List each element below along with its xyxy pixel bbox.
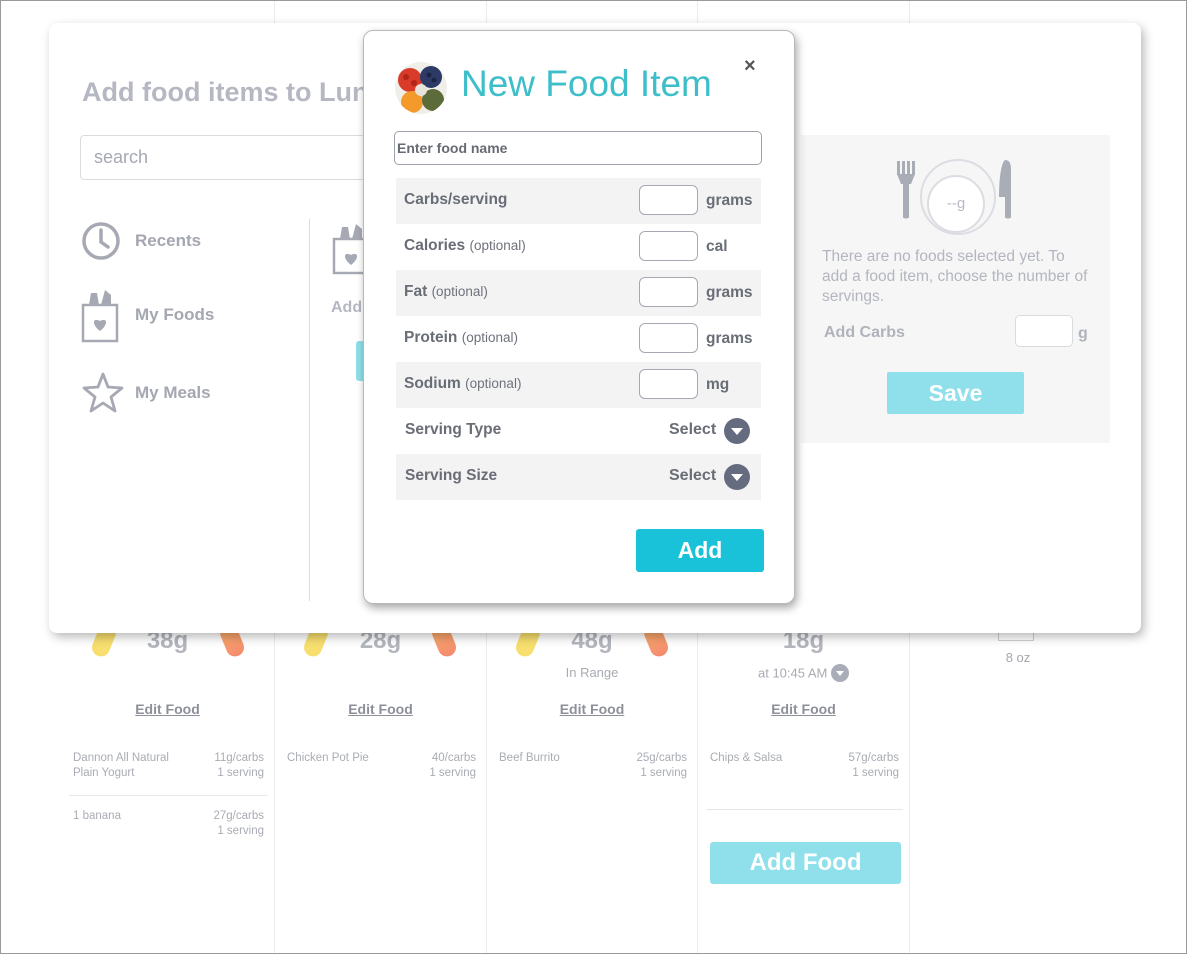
field-unit: grams — [706, 330, 753, 347]
edit-food-link[interactable]: Edit Food — [771, 701, 836, 717]
nav-label: Recents — [135, 231, 202, 250]
field-label: Sodium (optional) — [404, 375, 522, 392]
chevron-down-icon[interactable] — [831, 664, 849, 682]
chevron-down-icon[interactable] — [724, 464, 750, 490]
nav-label: My Meals — [135, 383, 211, 402]
food-entry[interactable]: 1 banana 27g/carbs 1 serving — [73, 809, 264, 843]
food-entry[interactable]: Beef Burrito 25g/carbs 1 serving — [499, 751, 687, 785]
dialog-title: Add food items to Lunch — [82, 77, 400, 107]
save-button[interactable]: Save — [887, 372, 1024, 414]
food-carbs: 40/carbs 1 serving — [429, 752, 476, 779]
star-icon — [81, 371, 125, 415]
carbs-field-row: Carbs/serving grams — [396, 178, 761, 224]
search-input[interactable]: search — [80, 135, 380, 180]
food-entry[interactable]: Chips & Salsa 57g/carbs 1 serving — [710, 751, 899, 785]
new-food-item-modal: New Food Item × Carbs/serving grams Calo… — [363, 30, 795, 604]
food-entry[interactable]: Chicken Pot Pie 40/carbs 1 serving — [287, 751, 476, 785]
add-carbs-unit: g — [1078, 325, 1088, 342]
add-carbs-label: Add Carbs — [824, 324, 905, 341]
nav-item-my-foods[interactable]: My Foods — [81, 287, 214, 343]
field-unit: cal — [706, 238, 728, 255]
range-status: In Range — [565, 665, 619, 680]
food-carbs: 27g/carbs 1 serving — [213, 810, 264, 837]
edit-food-link[interactable]: Edit Food — [559, 701, 625, 717]
calories-field-row: Calories (optional) cal — [396, 224, 761, 270]
field-label: Serving Size — [405, 467, 498, 484]
sodium-input[interactable] — [639, 369, 698, 399]
food-carbs: 11g/carbs 1 serving — [214, 752, 264, 779]
food-name-input[interactable] — [394, 131, 762, 165]
add-button[interactable]: Add — [636, 529, 764, 572]
fat-input[interactable] — [639, 277, 698, 307]
food-name: Beef Burrito — [499, 752, 560, 764]
row-divider — [69, 795, 268, 796]
food-carbs: 25g/carbs 1 serving — [636, 752, 687, 779]
field-label: Carbs/serving — [404, 191, 508, 208]
field-label: Protein (optional) — [404, 329, 518, 346]
field-unit: grams — [706, 192, 753, 209]
food-bowls-icon — [395, 62, 447, 114]
food-name: Chicken Pot Pie — [287, 752, 369, 764]
nav-item-my-meals[interactable]: My Meals — [81, 371, 211, 415]
food-entry[interactable]: Dannon All Natural Plain Yogurt 11g/carb… — [73, 751, 264, 785]
food-name: Chips & Salsa — [710, 752, 783, 764]
field-unit: grams — [706, 284, 753, 301]
protein-field-row: Protein (optional) grams — [396, 316, 761, 362]
panel-divider — [309, 219, 310, 601]
serving-type-row[interactable]: Serving Type Select — [396, 408, 761, 454]
plate-icon: --g — [897, 157, 1017, 237]
selected-foods-panel: --g There are no foods selected yet. To … — [801, 135, 1110, 443]
carbs-input[interactable] — [639, 185, 698, 215]
add-label: Add — [331, 299, 363, 316]
time-label[interactable]: at 10:45 AM — [698, 664, 909, 683]
clock-icon — [81, 221, 121, 261]
edit-food-link[interactable]: Edit Food — [135, 701, 200, 717]
serving-type-select[interactable]: Select — [669, 421, 717, 438]
add-food-button[interactable]: Add Food — [710, 842, 901, 884]
fat-field-row: Fat (optional) grams — [396, 270, 761, 316]
day-column-1: 38g Edit Food Dannon All Natural Plain Y… — [61, 1, 275, 953]
close-icon[interactable]: × — [744, 55, 756, 77]
row-divider — [706, 809, 903, 810]
protein-input[interactable] — [639, 323, 698, 353]
empty-state-message: There are no foods selected yet. To add … — [822, 248, 1088, 305]
add-carbs-input[interactable] — [1015, 315, 1073, 347]
chevron-down-icon[interactable] — [724, 418, 750, 444]
water-amount: 8 oz — [1005, 650, 1031, 665]
food-name: Dannon All Natural Plain Yogurt — [73, 752, 169, 779]
food-carbs: 57g/carbs 1 serving — [848, 752, 899, 779]
sodium-field-row: Sodium (optional) mg — [396, 362, 761, 408]
field-label: Serving Type — [405, 421, 502, 438]
serving-size-select[interactable]: Select — [669, 467, 717, 484]
calories-input[interactable] — [639, 231, 698, 261]
nav-label: My Foods — [135, 305, 215, 324]
nav-item-recents[interactable]: Recents — [81, 221, 201, 261]
grocery-bag-icon — [332, 221, 370, 280]
field-unit: mg — [706, 376, 730, 393]
modal-title: New Food Item — [461, 63, 712, 104]
plate-carb-value: --g — [927, 175, 985, 233]
grocery-bag-icon — [81, 287, 121, 343]
food-name: 1 banana — [73, 810, 121, 822]
field-label: Fat (optional) — [404, 283, 488, 300]
edit-food-link[interactable]: Edit Food — [348, 701, 413, 717]
field-label: Calories (optional) — [404, 237, 526, 254]
serving-size-row[interactable]: Serving Size Select — [396, 454, 761, 500]
